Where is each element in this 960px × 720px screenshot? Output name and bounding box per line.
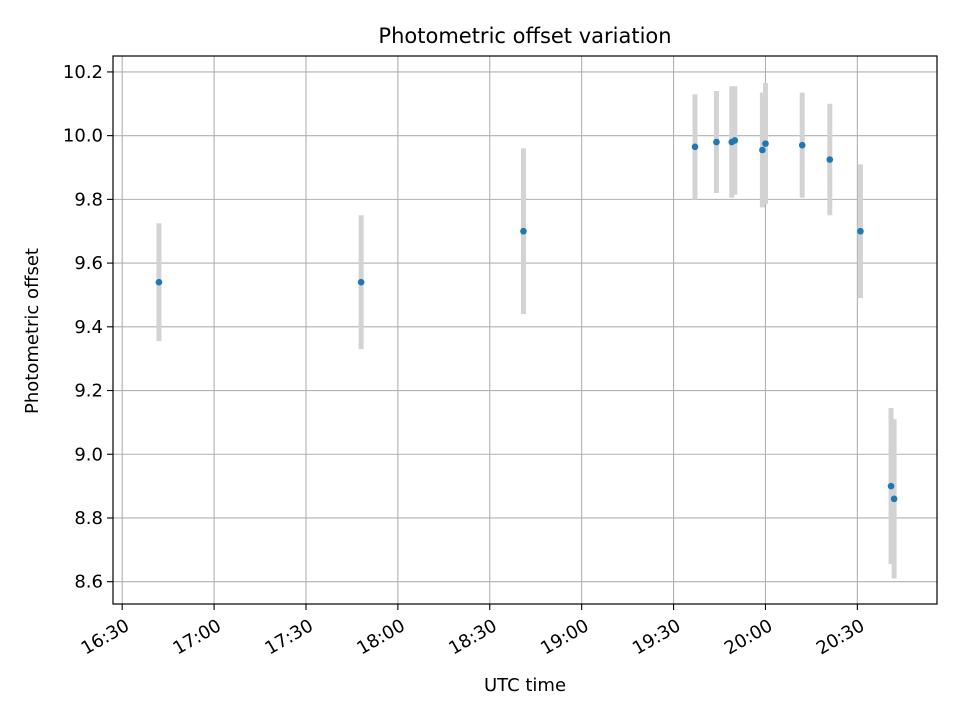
data-point [357, 278, 365, 286]
chart-title: Photometric offset variation [378, 24, 671, 48]
y-tick-label: 9.2 [74, 381, 103, 402]
data-point [826, 156, 834, 163]
y-tick-label: 10.0 [63, 126, 103, 147]
data-point [520, 227, 527, 235]
data-point [887, 482, 895, 490]
data-points [155, 137, 898, 503]
y-axis-ticks: 8.6 8.8 9.0 9.2 9.4 9.6 9.8 10.0 10.2 [63, 62, 113, 593]
y-axis-label: Photometric offset [22, 248, 43, 414]
y-tick-label: 9.4 [74, 317, 103, 338]
data-point [691, 143, 699, 151]
data-point [731, 137, 739, 144]
data-point [759, 146, 766, 154]
plot-frame [112, 55, 938, 605]
y-tick-label: 9.0 [74, 444, 103, 465]
grid [113, 56, 937, 604]
y-tick-label: 9.8 [74, 189, 103, 210]
data-point [155, 278, 163, 286]
y-tick-label: 8.8 [74, 508, 103, 529]
y-tick-label: 8.6 [74, 572, 103, 593]
data-point [798, 141, 806, 149]
x-axis-label: UTC time [484, 675, 566, 696]
y-tick-label: 10.2 [63, 62, 103, 83]
data-point [713, 138, 720, 146]
data-point [890, 495, 898, 503]
y-tick-label: 9.6 [74, 253, 103, 274]
data-point [762, 140, 769, 147]
data-point [857, 227, 864, 235]
